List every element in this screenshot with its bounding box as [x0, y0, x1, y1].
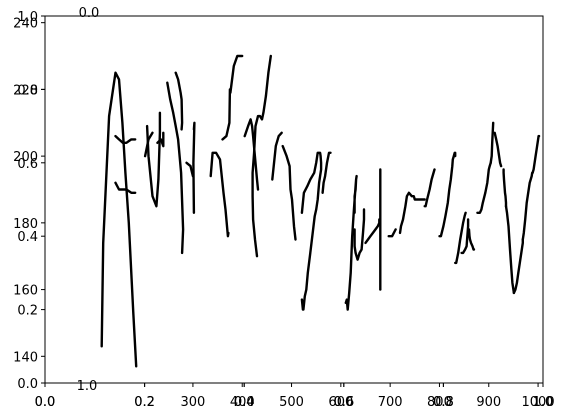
- y-tick-label: 1.0: [17, 10, 38, 25]
- stroke-series-1: [100, 71, 138, 368]
- stroke-series-8: [174, 71, 184, 131]
- stroke-series-4: [145, 111, 162, 208]
- stroke-series-30: [467, 228, 476, 251]
- x-tick-label: 0.8: [433, 395, 454, 410]
- stroke-series-2: [114, 134, 137, 145]
- stroke-series-22: [364, 218, 381, 245]
- stroke-series-14: [243, 118, 260, 191]
- stroke-series-10: [192, 121, 196, 215]
- x-tick-label: 1000: [522, 395, 555, 410]
- stroke-series-17: [281, 144, 297, 241]
- stroke-series-6: [156, 131, 165, 148]
- x-tick-label: 0.0: [35, 395, 56, 410]
- x-tick-label: 1.0: [533, 395, 554, 410]
- x-tick-label: 0.2: [134, 395, 155, 410]
- axes-frame: [44, 15, 544, 384]
- x-tick-label: 600: [328, 395, 353, 410]
- y-tick-label: 200: [13, 150, 38, 165]
- stroke-series-32: [489, 121, 495, 165]
- tick-layer: 0.0 0.2 0.4 0.6 0.8 1.0 0.0 0.2 0.4 0.6 0.8 1.0 300 4…: [13, 6, 554, 410]
- stroke-series-11: [209, 151, 230, 238]
- stroke-series-24: [387, 228, 397, 238]
- stray-tick-label: 1.0: [77, 379, 98, 394]
- stroke-series-29: [460, 218, 470, 255]
- stroke-series-18: [300, 151, 323, 311]
- y-tick-label: 0.8: [17, 83, 38, 98]
- stroke-series-28: [454, 211, 467, 265]
- y-tick-label: 140: [13, 350, 38, 365]
- x-tick-label: 800: [427, 395, 452, 410]
- y-tick-label: 0.6: [17, 157, 38, 172]
- x-tick-label: 300: [181, 395, 206, 410]
- stroke-series-20: [344, 174, 358, 311]
- stroke-series-12: [221, 88, 232, 141]
- stroke-series-33: [493, 131, 503, 168]
- stroke-series-34: [502, 168, 508, 208]
- x-tick-label: 700: [378, 395, 403, 410]
- x-tick-label: 500: [279, 395, 304, 410]
- stroke-series-9: [185, 161, 195, 178]
- x-tick-label: 0.2: [134, 395, 155, 410]
- stroke-series-21: [353, 208, 366, 261]
- stroke-series-31: [476, 161, 492, 215]
- stroke-series-35: [504, 204, 516, 295]
- stroke-series-38: [531, 134, 541, 175]
- stroke-series-7: [166, 81, 185, 255]
- stroke-series-36: [512, 238, 524, 295]
- stroke-series-16: [271, 131, 283, 181]
- y-tick-label: 160: [13, 284, 38, 299]
- y-tick-label: 240: [13, 17, 38, 32]
- stroke-series-3: [114, 181, 137, 195]
- x-tick-label: 0.4: [234, 395, 255, 410]
- y-tick-label: 0.0: [17, 377, 38, 392]
- stroke-series-15: [251, 54, 272, 258]
- x-tick-label: 400: [230, 395, 255, 410]
- y-tick-label: 0.4: [17, 230, 38, 245]
- y-tick-label: 220: [13, 83, 38, 98]
- x-tick-label: 0.6: [333, 395, 354, 410]
- x-tick-label: 1.0: [533, 395, 554, 410]
- stroke-series-5: [143, 131, 154, 158]
- y-tick-label: 0.2: [17, 304, 38, 319]
- stroke-series-25: [398, 191, 426, 235]
- x-tick-label: 900: [476, 395, 501, 410]
- stroke-series-19: [321, 151, 332, 195]
- stray-tick-label: 0.0: [79, 6, 100, 21]
- x-tick-label: 0.6: [333, 395, 354, 410]
- stroke-series-26: [423, 168, 436, 208]
- x-tick-label: 0.8: [433, 395, 454, 410]
- y-tick-label: 180: [13, 217, 38, 232]
- x-tick-label: 0.4: [234, 395, 255, 410]
- stroke-series-37: [521, 171, 534, 241]
- x-tick-label: 0.0: [35, 395, 56, 410]
- stroke-series-27: [438, 151, 457, 238]
- stroke-series-13: [229, 54, 244, 94]
- handwriting-strokes: [100, 54, 541, 368]
